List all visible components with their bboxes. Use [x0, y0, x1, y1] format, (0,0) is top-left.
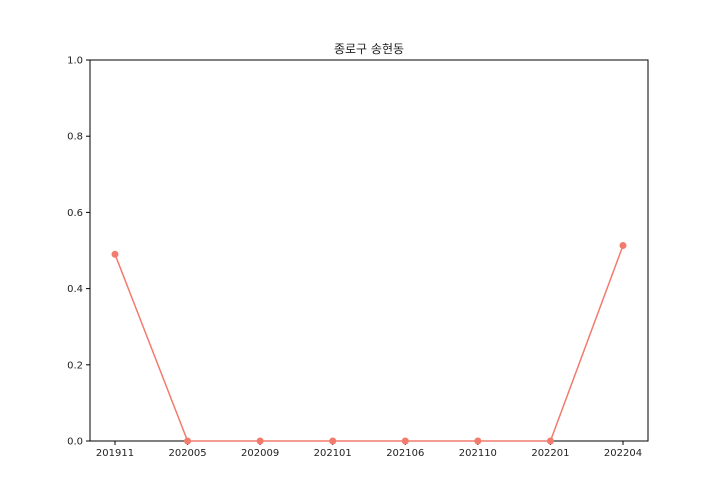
- y-tick-label: 0.2: [67, 360, 83, 371]
- x-tick-label: 201911: [96, 448, 134, 459]
- data-point: [111, 250, 119, 258]
- y-tick-label: 1.0: [67, 56, 83, 67]
- x-axis: 201911 202005 202009 202101 202106 202110 2022…: [96, 441, 642, 459]
- x-tick-label: 202101: [314, 448, 352, 459]
- data-point: [619, 242, 627, 250]
- data-point: [401, 437, 409, 445]
- data-point: [256, 437, 264, 445]
- data-point: [329, 437, 337, 445]
- x-tick-label: 202106: [386, 448, 424, 459]
- y-tick-label: 0.0: [67, 437, 83, 448]
- data-point: [184, 437, 192, 445]
- x-tick-label: 202110: [459, 448, 497, 459]
- x-tick-label: 202204: [604, 448, 642, 459]
- y-tick-label: 0.6: [67, 208, 83, 219]
- y-tick-label: 0.4: [67, 284, 83, 295]
- x-tick-label: 202201: [531, 448, 569, 459]
- chart-title: 종로구 송현동: [334, 42, 404, 56]
- x-tick-label: 202005: [168, 448, 206, 459]
- plot-area-frame: [89, 59, 649, 442]
- y-axis: 0.0 0.2 0.4 0.6 0.8 1.0: [67, 56, 90, 448]
- series-layer: [111, 242, 627, 445]
- y-tick-label: 0.8: [67, 132, 83, 143]
- data-point: [546, 437, 554, 445]
- series-line: [114, 245, 624, 442]
- data-point: [474, 437, 482, 445]
- x-tick-label: 202009: [241, 448, 279, 459]
